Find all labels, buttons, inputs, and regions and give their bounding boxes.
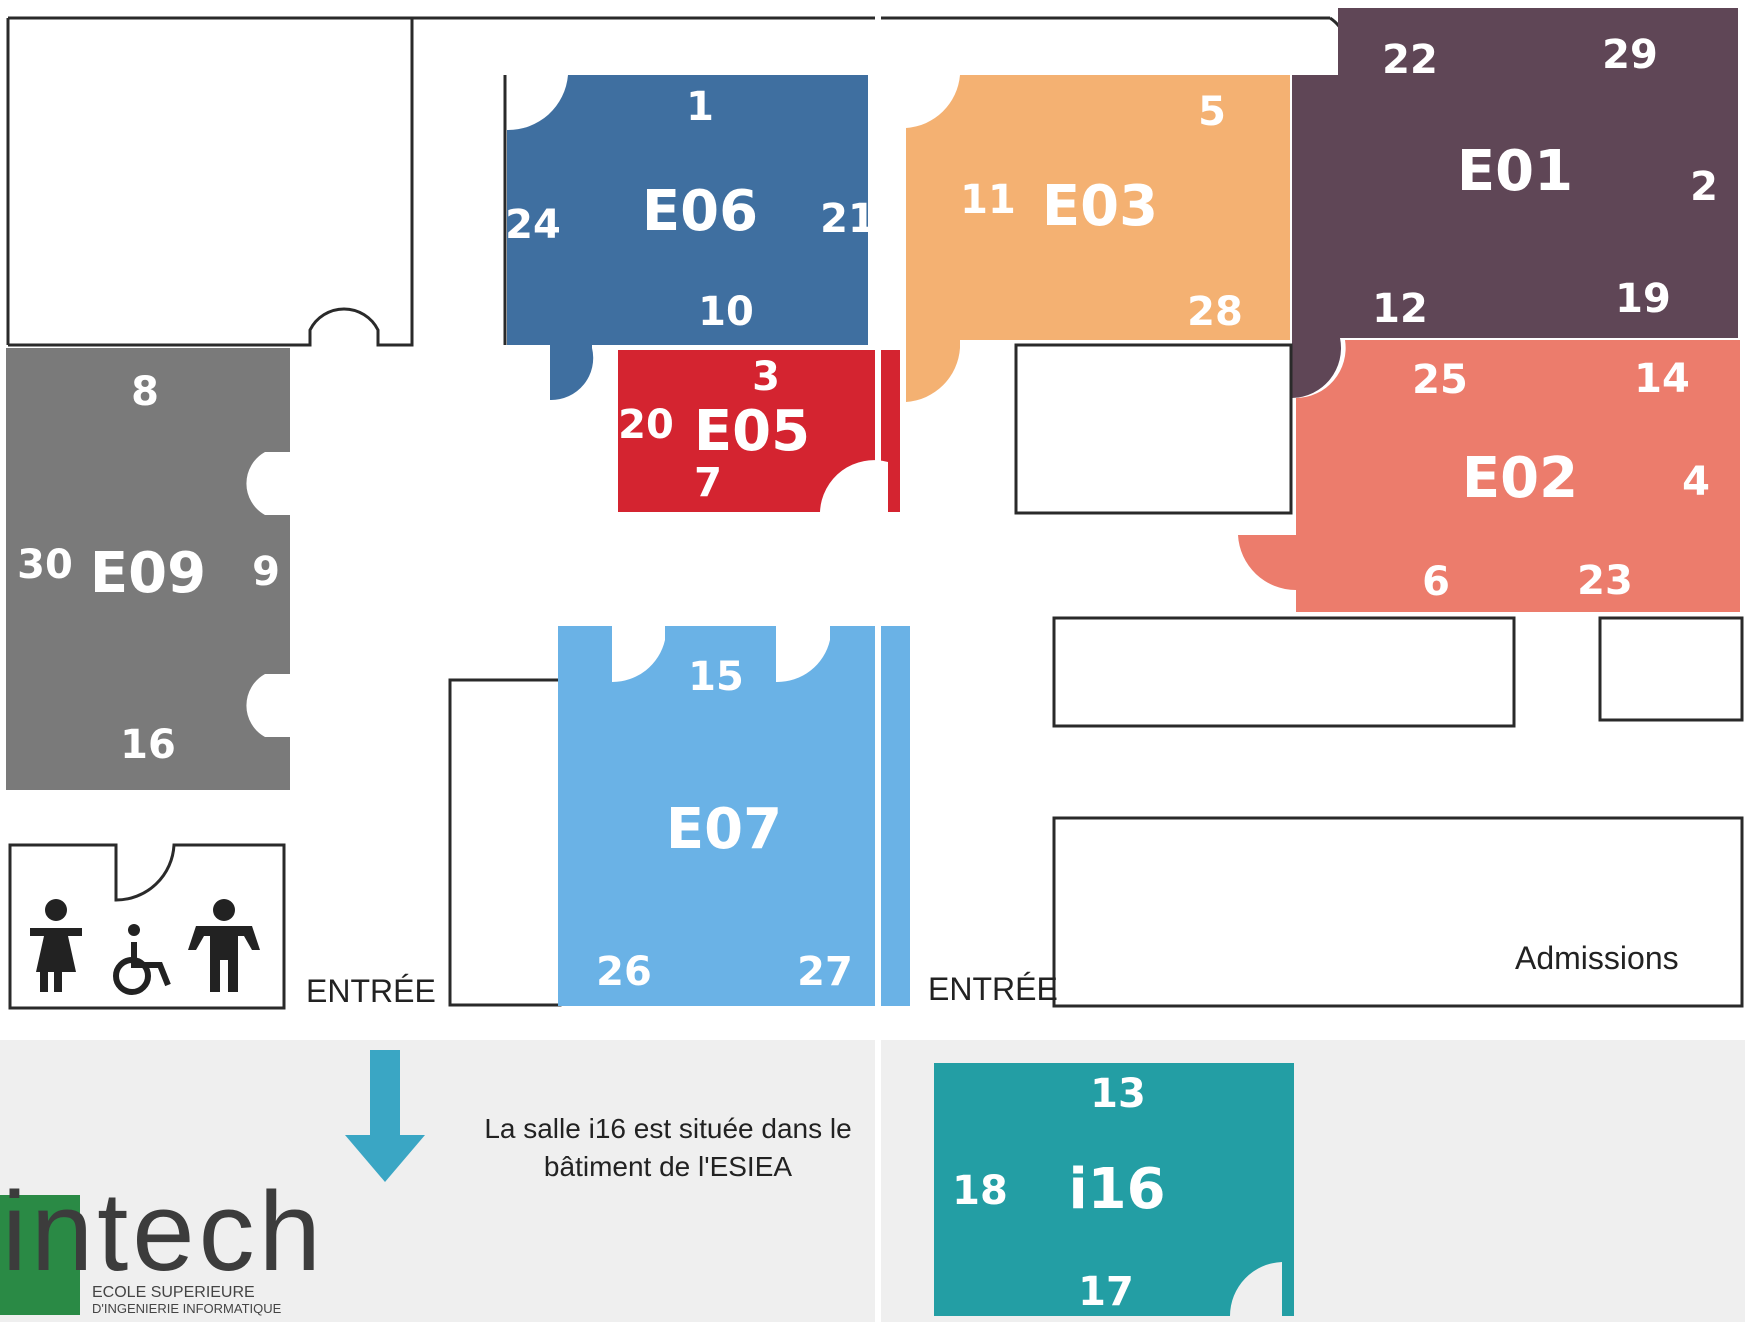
E02-room-label: E02: [1462, 446, 1578, 511]
admissions-room: [1052, 816, 1744, 1008]
E02-seat-23: 23: [1577, 558, 1633, 604]
E06-seat-24: 24: [505, 202, 561, 248]
room-E01-shape: [1292, 8, 1738, 398]
E03-room-label: E03: [1042, 174, 1158, 239]
E09-seat-16: 16: [120, 722, 176, 768]
i16-room-label: i16: [1068, 1157, 1165, 1222]
i16-location-note-line1: La salle i16 est située dans le: [484, 1113, 851, 1144]
admissions-label: Admissions: [1515, 940, 1679, 976]
E09-seat-30: 30: [17, 542, 73, 588]
E06-seat-1: 1: [686, 84, 714, 130]
i16-seat-13: 13: [1090, 1071, 1146, 1117]
entrance-label-left: ENTRÉE: [306, 973, 436, 1009]
room-i16[interactable]: 13 18 i16 17: [934, 1063, 1294, 1316]
E03-seat-11: 11: [960, 177, 1016, 223]
room-E09[interactable]: 8 30 E09 9 16: [6, 348, 290, 790]
man-toilet-icon: [188, 899, 260, 992]
intech-logo: intech ECOLE SUPERIEURE D'INGENIERIE INF…: [0, 1169, 325, 1316]
E02-seat-14: 14: [1634, 356, 1690, 402]
E09-seat-8: 8: [131, 369, 159, 415]
E06-seat-21: 21: [820, 196, 876, 242]
E07-seat-15: 15: [688, 654, 744, 700]
building-walls: [6, 16, 1349, 347]
room-E09-shape: [6, 348, 290, 790]
down-arrow-icon: [345, 1050, 425, 1182]
room-E05[interactable]: 3 20 E05 7: [618, 350, 900, 512]
E01-seat-29: 29: [1602, 32, 1658, 78]
i16-seat-17: 17: [1078, 1269, 1134, 1315]
woman-toilet-icon: [30, 899, 82, 992]
wheelchair-icon: [113, 924, 171, 995]
E01-room-label: E01: [1457, 139, 1573, 204]
annex-band: [0, 1040, 1745, 1322]
i16-seat-18: 18: [952, 1168, 1008, 1214]
logo-green-block: [0, 1195, 80, 1315]
room-i16-shape: [934, 1063, 1294, 1316]
room-E07[interactable]: 15 E07 26 27: [558, 626, 910, 1006]
room-E02[interactable]: 25 14 E02 4 6 23: [1238, 340, 1740, 612]
E03-seat-5: 5: [1198, 89, 1226, 135]
toilets-room: [8, 843, 286, 1010]
E05-room-label: E05: [694, 399, 810, 464]
logo-wordmark: intech: [2, 1169, 325, 1294]
logo-subtitle-1: ECOLE SUPERIEURE: [92, 1284, 255, 1301]
E02-seat-6: 6: [1422, 559, 1450, 605]
E09-seat-9: 9: [252, 549, 280, 595]
blank-room-right-1: [1052, 616, 1516, 728]
E06-room-label: E06: [642, 179, 758, 244]
E02-seat-4: 4: [1682, 459, 1710, 505]
room-E06-shape: [507, 75, 868, 401]
E07-seat-26: 26: [596, 949, 652, 995]
room-E07-body: [558, 626, 910, 1006]
E02-seat-25: 25: [1412, 357, 1468, 403]
E05-seat-20: 20: [618, 402, 674, 448]
room-E02-shape: [1238, 340, 1740, 612]
E09-room-label: E09: [90, 541, 206, 606]
entrance-label-right: ENTRÉE: [928, 971, 1058, 1007]
E06-seat-10: 10: [698, 289, 754, 335]
room-E03[interactable]: 5 11 E03 28: [906, 75, 1290, 402]
E01-seat-12: 12: [1372, 286, 1428, 332]
E07-room-label: E07: [666, 797, 782, 862]
E03-seat-28: 28: [1187, 289, 1243, 335]
logo-subtitle-2: D'INGENIERIE INFORMATIQUE: [92, 1301, 282, 1316]
i16-location-note-line2: bâtiment de l'ESIEA: [544, 1151, 792, 1182]
room-E05-shape: [618, 350, 900, 512]
room-E06[interactable]: 1 24 E06 21 10: [505, 75, 876, 401]
room-E01[interactable]: 22 29 E01 2 12 19: [1292, 8, 1738, 398]
blank-room-left-of-E07: [448, 678, 562, 1007]
E01-seat-19: 19: [1615, 276, 1671, 322]
E05-seat-7: 7: [694, 460, 722, 506]
E05-seat-3: 3: [752, 354, 780, 400]
E01-seat-22: 22: [1382, 37, 1438, 83]
blank-room-right-2: [1598, 616, 1744, 722]
E07-seat-27: 27: [797, 949, 853, 995]
E01-seat-2: 2: [1690, 164, 1718, 210]
blank-room-center: [1014, 343, 1293, 515]
room-E03-shape: [906, 75, 1290, 402]
